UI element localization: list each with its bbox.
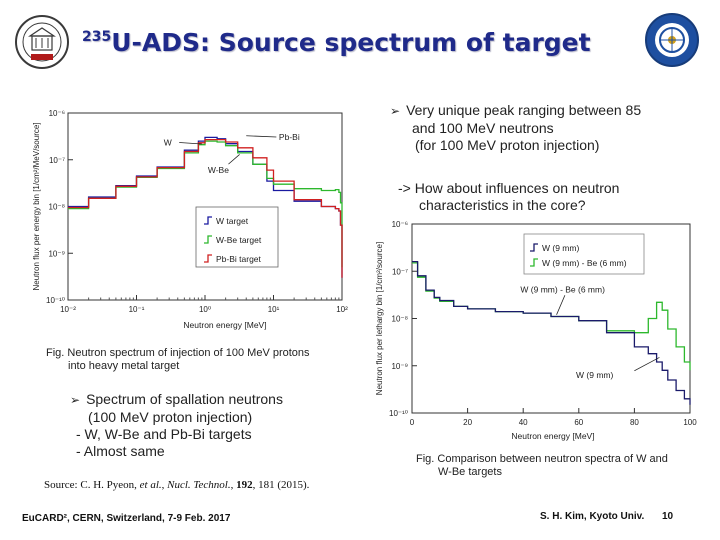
y-tick-label: 10⁻⁹ <box>391 362 408 371</box>
annotation-arrow <box>228 154 240 165</box>
y-tick-label: 10⁻⁹ <box>48 249 65 258</box>
annotation-w-label: W <box>164 138 172 148</box>
bullet-line: and 100 MeV neutrons <box>412 120 554 136</box>
footer-conference: EuCARD², CERN, Switzerland, 7-9 Feb. 201… <box>22 513 231 524</box>
source-citation: Source: C. H. Pyeon, et al., Nucl. Techn… <box>44 479 310 491</box>
annotation-pbbi-label: Pb-Bi <box>279 132 300 142</box>
arrow-bullet-icon: ➢ <box>70 393 81 407</box>
slide-page-number: 10 <box>662 511 674 522</box>
question-core-influence: -> How about influences on neutron chara… <box>398 180 718 214</box>
x-tick-label: 10⁻² <box>60 305 76 314</box>
legend-entry-label: W (9 mm) - Be (6 mm) <box>542 258 627 268</box>
y-axis-label: Neutron flux per lethargy bin [1/cm²/sou… <box>375 242 384 395</box>
title-isotope-number: 235 <box>82 29 112 45</box>
legend-swatch <box>204 254 212 263</box>
y-tick-label: 10⁻¹⁰ <box>389 409 408 418</box>
caption-line: Fig. Neutron spectrum of injection of 10… <box>46 347 310 359</box>
x-tick-label: 10⁰ <box>199 305 211 314</box>
legend-swatch <box>530 258 538 267</box>
annotation-arrow <box>179 142 202 145</box>
x-axis-label: Neutron energy [MeV] <box>183 320 266 330</box>
x-tick-label: 10¹ <box>268 305 280 314</box>
series-pbbi-target-line <box>68 138 343 278</box>
footer-author: S. H. Kim, Kyoto Univ. <box>540 511 645 522</box>
slide-title: 235U-ADS: Source spectrum of target <box>82 28 591 57</box>
y-axis-label: Neutron flux per energy bin [1/cm²/MeV/s… <box>32 122 41 290</box>
arrow-bullet-icon: ➢ <box>390 104 401 118</box>
series-w-9mm-line <box>412 260 691 405</box>
y-tick-label: 10⁻⁷ <box>392 267 408 276</box>
legend-swatch <box>204 235 212 244</box>
legend-entry-label: W (9 mm) <box>542 243 579 253</box>
annotation-w-be-label: W (9 mm) - Be (6 mm) <box>520 284 605 294</box>
figure-1-caption: Fig. Neutron spectrum of injection of 10… <box>46 347 366 373</box>
y-tick-label: 10⁻⁸ <box>49 203 66 212</box>
bullet-spallation-neutrons: ➢ Spectrum of spallation neutrons (100 Me… <box>70 391 370 460</box>
legend-swatch <box>530 243 538 252</box>
x-tick-label: 60 <box>574 418 583 427</box>
chart-neutron-spectrum-targets: 10⁻² 10⁻¹ 10⁰ 10¹ 10² 10⁻⁶ 10⁻⁷ 10⁻⁸ 10⁻⁹ 10⁻¹⁰ Ne… <box>32 109 348 330</box>
y-tick-label: 10⁻⁸ <box>392 315 409 324</box>
bullet-line: (100 MeV proton injection) <box>88 409 253 425</box>
question-line: -> How about influences on neutron <box>398 180 620 196</box>
bullet-line: - W, W-Be and Pb-Bi targets <box>76 426 252 442</box>
annotation-w-label: W (9 mm) <box>576 370 613 380</box>
annotation-wbe-label: W-Be <box>208 165 229 175</box>
bullet-line: - Almost same <box>76 443 165 459</box>
annotation-arrow <box>246 135 277 138</box>
y-tick-label: 10⁻⁶ <box>49 109 65 118</box>
chart-w-vs-wbe-comparison: 0 20 40 60 80 100 10⁻⁶ 10⁻⁷ 10⁻⁸ 10⁻⁹ 10⁻¹⁰ Neutron… <box>375 220 697 441</box>
x-tick-label: 0 <box>410 418 415 427</box>
figure-2-caption: Fig. Comparison between neutron spectra … <box>416 453 716 479</box>
x-tick-label: 100 <box>683 418 697 427</box>
bullet-line: Very unique peak ranging between 85 <box>406 102 642 118</box>
annotation-arrow <box>556 295 566 315</box>
x-tick-label: 40 <box>519 418 528 427</box>
legend-entry-label: W target <box>216 216 249 226</box>
y-tick-label: 10⁻⁶ <box>392 220 408 229</box>
x-tick-label: 10⁻¹ <box>129 305 145 314</box>
university-seal-logo <box>15 15 69 69</box>
x-tick-label: 10² <box>336 305 348 314</box>
bullet-line: Spectrum of spallation neutrons <box>86 391 283 407</box>
title-text: U-ADS: Source spectrum of target <box>111 28 591 57</box>
y-tick-label: 10⁻⁷ <box>49 156 65 165</box>
question-line: characteristics in the core? <box>419 197 586 213</box>
kyoto-university-seal-logo <box>645 13 699 67</box>
legend-swatch <box>204 216 212 225</box>
annotation-arrow <box>634 357 660 372</box>
legend-entry-label: Pb-Bi target <box>216 254 262 264</box>
bullet-line: (for 100 MeV proton injection) <box>415 137 600 153</box>
bullet-unique-peak: ➢ Very unique peak ranging between 85 and… <box>390 102 710 154</box>
caption-line: W-Be targets <box>438 466 502 478</box>
x-tick-label: 80 <box>630 418 639 427</box>
x-tick-label: 20 <box>463 418 472 427</box>
caption-line: Fig. Comparison between neutron spectra … <box>416 453 668 465</box>
y-tick-label: 10⁻¹⁰ <box>46 296 65 305</box>
caption-line: into heavy metal target <box>68 360 180 372</box>
legend-entry-label: W-Be target <box>216 235 262 245</box>
x-axis-label: Neutron energy [MeV] <box>511 431 594 441</box>
legend-box <box>523 233 645 275</box>
